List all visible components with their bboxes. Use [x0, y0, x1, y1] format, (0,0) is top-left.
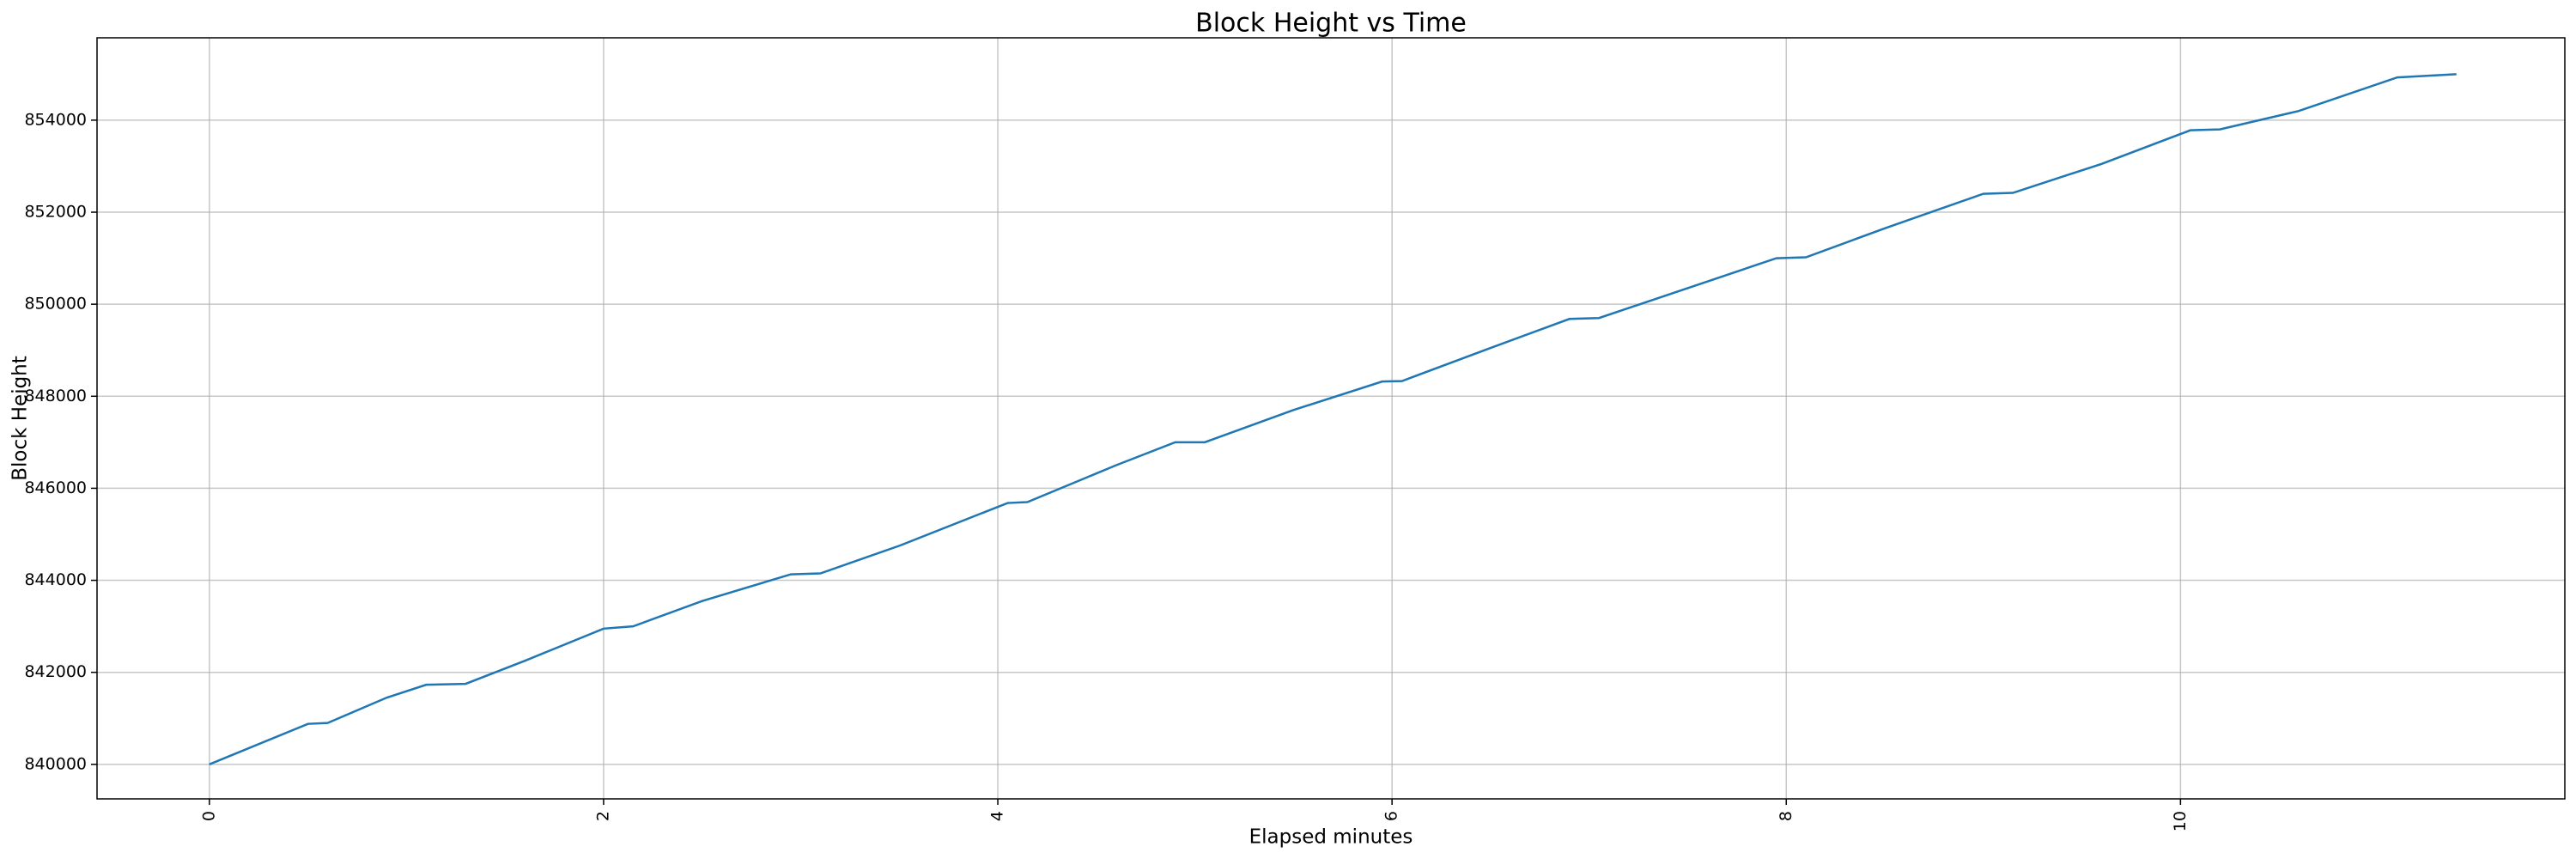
y-tick-label: 850000 — [24, 295, 87, 314]
x-axis-label: Elapsed minutes — [1249, 826, 1413, 849]
x-tick-label: 2 — [593, 811, 612, 821]
y-tick-label: 842000 — [24, 662, 87, 681]
x-tick-label: 4 — [988, 811, 1007, 821]
chart-title: Block Height vs Time — [1195, 9, 1467, 39]
y-axis-label: Block Height — [9, 356, 32, 481]
y-tick-label: 840000 — [24, 754, 87, 773]
y-tick-label: 852000 — [24, 203, 87, 222]
x-tick-label: 6 — [1382, 811, 1401, 821]
y-tick-label: 854000 — [24, 110, 87, 129]
y-tick-label: 848000 — [24, 387, 87, 405]
x-tick-label: 10 — [2171, 811, 2190, 832]
y-tick-label: 846000 — [24, 478, 87, 497]
plot-frame — [96, 37, 2566, 800]
data-line — [209, 73, 2457, 765]
x-tick-label: 8 — [1777, 811, 1795, 821]
y-tick-label: 844000 — [24, 570, 87, 589]
x-tick-label: 0 — [199, 811, 218, 821]
